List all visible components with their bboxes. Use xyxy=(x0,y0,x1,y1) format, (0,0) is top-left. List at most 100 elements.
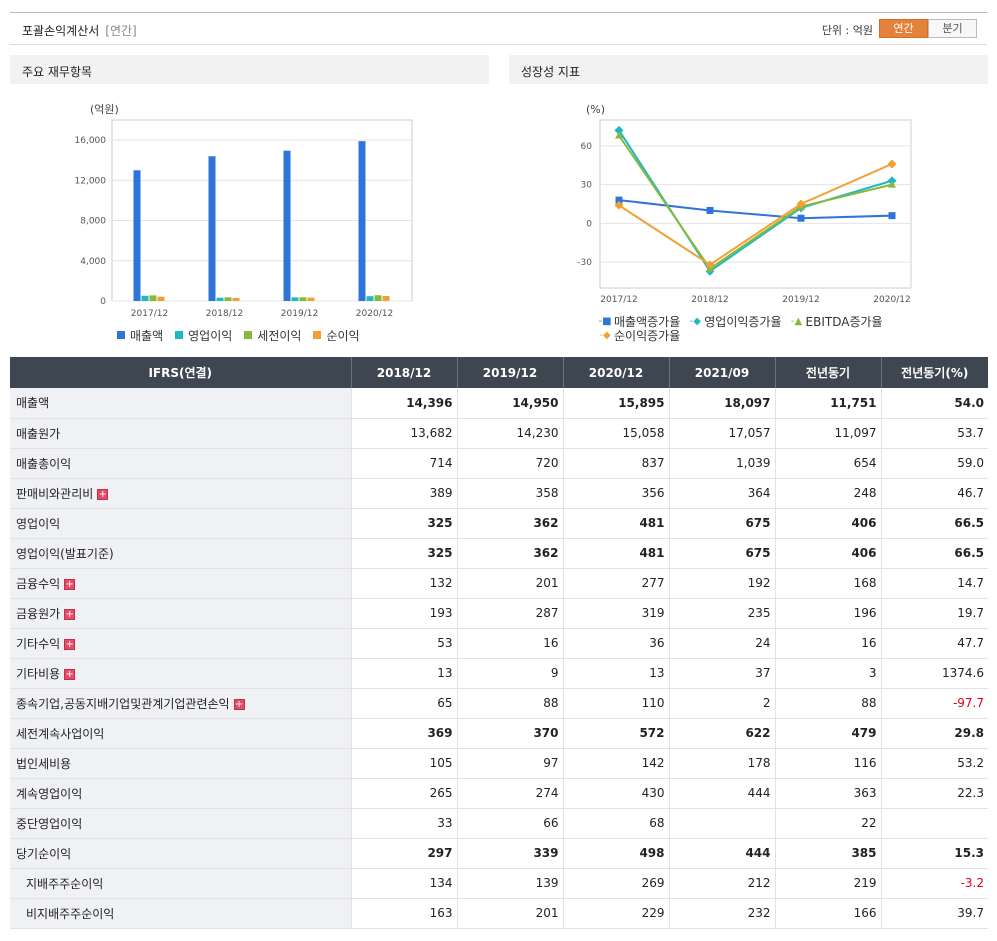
row-label-text: 당기순이익 xyxy=(16,846,72,861)
table-cell: 37 xyxy=(669,658,776,689)
expand-icon[interactable]: + xyxy=(64,578,76,590)
key-items-bar-chart: (억원) 0 4,000 8,000 12,000 16,000 2017/12 2018/1… xyxy=(30,95,430,325)
table-cell: 65 xyxy=(351,688,458,719)
table-cell: 97 xyxy=(457,748,564,779)
table-cell: 675 xyxy=(669,507,776,539)
table-cell: 16 xyxy=(775,628,882,659)
bar-y-tick-label: 12,000 xyxy=(75,176,107,186)
table-cell: -97.7 xyxy=(881,688,988,719)
line-series xyxy=(618,199,893,220)
title-text: 포괄손익계산서 xyxy=(22,24,100,38)
expand-icon[interactable]: + xyxy=(64,638,76,650)
line-y-unit-label: (%) xyxy=(586,103,605,116)
line-x-tick-label: 2019/12 xyxy=(782,295,819,305)
table-cell: 1,039 xyxy=(669,448,776,479)
table-cell: 201 xyxy=(457,898,564,929)
table-row: 금융원가 +193 287 319 235 196 19.7 xyxy=(10,598,988,629)
annual-toggle-button[interactable]: 연간 xyxy=(879,19,928,38)
quarterly-toggle-button[interactable]: 분기 xyxy=(928,19,977,38)
row-label: 기타비용 + xyxy=(10,658,352,689)
growth-panel-title: 성장성 지표 xyxy=(509,55,988,84)
table-cell: 319 xyxy=(563,598,670,629)
line-point xyxy=(706,206,714,214)
table-cell: 481 xyxy=(563,507,670,539)
legend-marker: -◆ xyxy=(599,329,611,341)
expand-icon[interactable]: + xyxy=(64,608,76,620)
expand-icon[interactable]: + xyxy=(233,698,245,710)
table-cell: 481 xyxy=(563,538,670,569)
line-point xyxy=(614,200,624,210)
bar-legend-item: 매출액 xyxy=(117,328,164,343)
row-label-text: 영업이익 xyxy=(16,516,61,531)
legend-marker: -▲ xyxy=(790,315,803,327)
table-cell: 22 xyxy=(775,808,882,839)
unit-label: 단위 : 억원 xyxy=(821,24,873,37)
bar-x-tick-label: 2018/12 xyxy=(206,309,243,319)
table-cell: 88 xyxy=(457,688,564,719)
table-cell: 105 xyxy=(351,748,458,779)
line-x-tick-label: 2018/12 xyxy=(691,295,728,305)
table-cell: 444 xyxy=(669,838,776,869)
table-cell: 297 xyxy=(351,838,458,869)
bar-y-tick-label: 4,000 xyxy=(80,257,106,267)
table-cell: 229 xyxy=(563,898,670,929)
expand-icon[interactable]: + xyxy=(64,668,76,680)
table-cell: 385 xyxy=(775,838,882,869)
row-label-text: 종속기업,공동지배기업및관계기업관련손익 xyxy=(16,696,230,711)
row-label-text: 법인세비용 xyxy=(16,756,72,771)
line-x-tick-label: 2017/12 xyxy=(600,295,637,305)
table-cell: 16 xyxy=(457,628,564,659)
table-cell: 389 xyxy=(351,478,458,509)
line-point xyxy=(796,199,806,209)
row-label: 기타수익 + xyxy=(10,628,352,659)
table-cell: 14.7 xyxy=(881,568,988,599)
table-cell: 11,097 xyxy=(775,418,882,449)
table-cell: 166 xyxy=(775,898,882,929)
row-label: 매출총이익 xyxy=(10,448,352,479)
table-cell: 325 xyxy=(351,507,458,539)
line-point xyxy=(797,214,805,222)
row-label-text: 영업이익(발표기준) xyxy=(16,546,114,561)
table-row: 영업이익(발표기준) 325 362 481 675 406 66.5 xyxy=(10,538,988,569)
row-label-text: 기타비용 xyxy=(16,666,61,681)
table-cell: 248 xyxy=(775,478,882,509)
column-header-period: 2020/12 xyxy=(563,357,670,388)
table-row: 금융수익 +132 201 277 192 168 14.7 xyxy=(10,568,988,599)
bar-mark xyxy=(382,295,390,301)
line-legend-item: -◆ 순이익증가율 xyxy=(598,328,680,343)
table-cell: 14,396 xyxy=(351,388,458,419)
table-cell: 53.7 xyxy=(881,418,988,449)
table-cell: 444 xyxy=(669,778,776,809)
line-series xyxy=(618,163,893,266)
bar-mark xyxy=(374,295,382,301)
table-cell: 19.7 xyxy=(881,598,988,629)
table-cell: 14,950 xyxy=(457,388,564,419)
table-cell: 358 xyxy=(457,478,564,509)
row-label-text: 중단영업이익 xyxy=(16,816,83,831)
expand-icon[interactable]: + xyxy=(97,488,109,500)
bar-mark xyxy=(157,296,165,301)
legend-label: 영업이익증가율 xyxy=(704,314,782,329)
income-statement-table: IFRS(연결) 2018/12 2019/12 2020/12 2021/09 전년동기… xyxy=(10,357,988,929)
table-cell: 232 xyxy=(669,898,776,929)
row-label-text: 계속영업이익 xyxy=(16,786,83,801)
table-header-row: IFRS(연결) 2018/12 2019/12 2020/12 2021/09 전년동기… xyxy=(10,357,988,388)
line-point xyxy=(888,180,896,188)
row-label: 판매비와관리비 + xyxy=(10,478,352,509)
legend-label: 매출액 xyxy=(130,328,164,343)
table-cell: 622 xyxy=(669,717,776,749)
line-legend-item: -■ 매출액증가율 xyxy=(598,314,680,329)
row-label-text: 판매비와관리비 xyxy=(16,486,94,501)
bar-y-tick-label: 8,000 xyxy=(80,217,106,227)
table-cell: 9 xyxy=(457,658,564,689)
column-header-period: 2021/09 xyxy=(669,357,776,388)
table-cell: 178 xyxy=(669,748,776,779)
table-cell: 362 xyxy=(457,507,564,539)
table-cell: 2 xyxy=(669,688,776,719)
table-cell: 3 xyxy=(775,658,882,689)
table-cell: 192 xyxy=(669,568,776,599)
row-label-text: 지배주주순이익 xyxy=(26,876,104,891)
table-cell: 33 xyxy=(351,808,458,839)
row-label: 종속기업,공동지배기업및관계기업관련손익 + xyxy=(10,688,352,719)
table-cell: 66.5 xyxy=(881,507,988,539)
